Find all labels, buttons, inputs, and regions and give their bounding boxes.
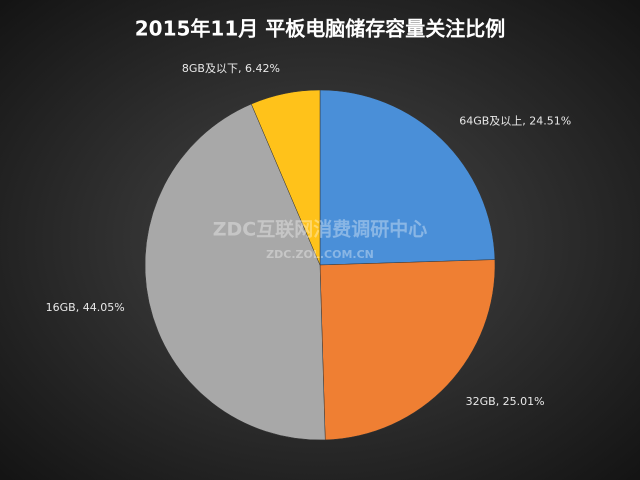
data-label: 32GB, 25.01% bbox=[466, 395, 545, 408]
data-label: 16GB, 44.05% bbox=[46, 301, 125, 314]
pie-slice bbox=[319, 259, 496, 441]
data-label: 8GB及以下, 6.42% bbox=[182, 62, 280, 75]
chart-title: 2015年11月 平板电脑储存容量关注比例 bbox=[135, 17, 505, 41]
data-label: 64GB及以上, 24.51% bbox=[459, 114, 571, 127]
pie-slice bbox=[250, 89, 321, 266]
watermark-url: ZDC.ZOL.COM.CN bbox=[266, 248, 374, 261]
watermark: ZDC互联网消费调研中心 bbox=[213, 218, 428, 241]
pie bbox=[144, 89, 496, 441]
pie-slice bbox=[144, 103, 326, 441]
pie-slice bbox=[319, 89, 496, 266]
